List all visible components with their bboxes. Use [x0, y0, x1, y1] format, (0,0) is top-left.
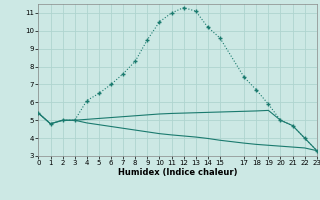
X-axis label: Humidex (Indice chaleur): Humidex (Indice chaleur) — [118, 168, 237, 177]
